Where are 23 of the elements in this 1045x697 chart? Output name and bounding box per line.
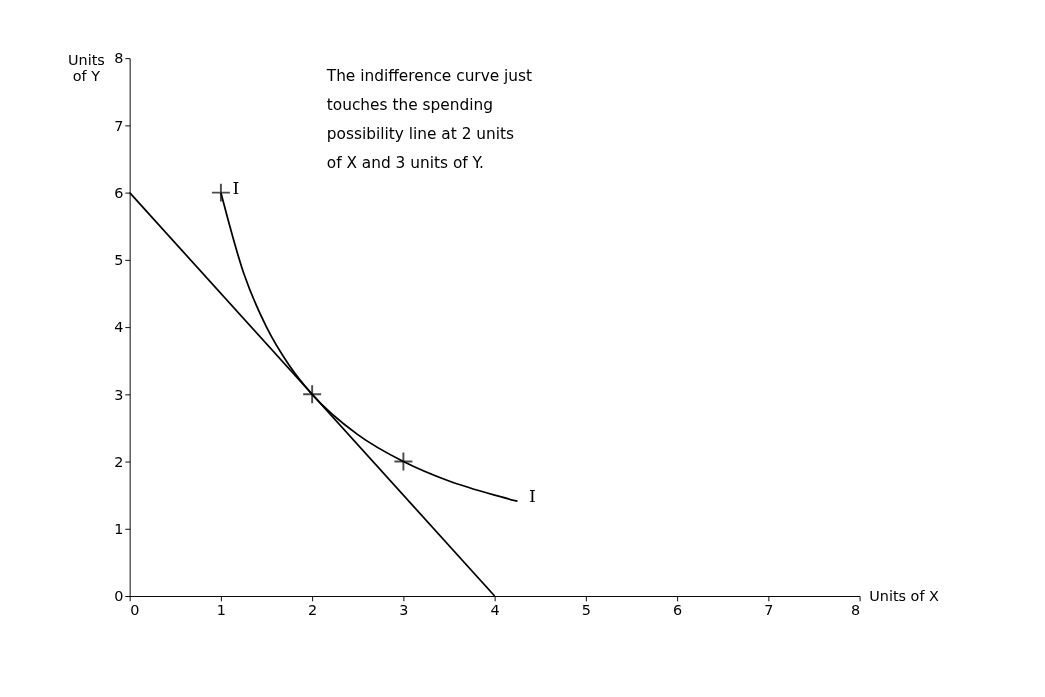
x-tick-label: 5 [581, 601, 591, 618]
y-tick-label: 0 [114, 588, 124, 605]
y-tick-label: 4 [114, 319, 124, 336]
x-tick-label: 4 [490, 601, 500, 618]
annotation: I [232, 177, 240, 198]
y-tick-label: 1 [114, 521, 124, 538]
y-tick-label: 8 [114, 50, 124, 67]
y-axis-title: Units of Y [68, 51, 105, 85]
x-tick-label: 2 [308, 601, 318, 618]
x-tick-label: 8 [850, 601, 861, 618]
annotation: The indifference curve just touches the spending possibility line at 2 units of X and 3 units of Y. [325, 67, 533, 172]
x-axis-title: Units of X [869, 587, 940, 604]
y-tick-label: 2 [114, 453, 124, 470]
x-tick-label: 1 [216, 601, 226, 618]
x-tick-label: 6 [673, 601, 683, 618]
x-tick-label: 0 [130, 601, 140, 618]
x-tick-label: 3 [399, 601, 409, 618]
annotation: I [528, 486, 536, 507]
y-tick-label: 3 [114, 386, 124, 403]
x-tick-label: 7 [764, 601, 774, 618]
y-tick-label: 6 [114, 184, 124, 201]
y-tick-label: 7 [114, 117, 124, 134]
y-tick-label: 5 [114, 252, 124, 269]
